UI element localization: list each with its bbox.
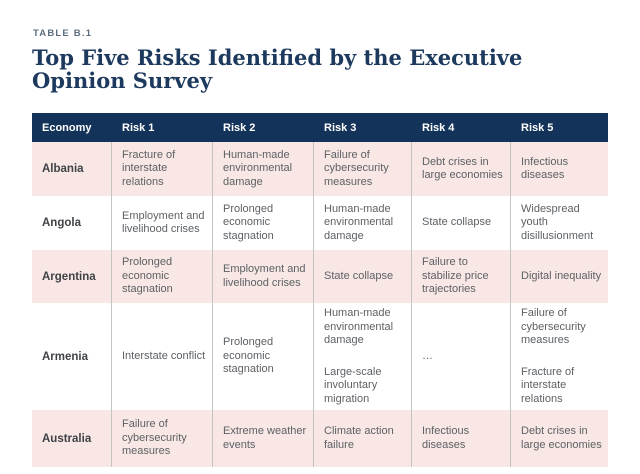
risk-cell: Prolonged economic stagnation bbox=[112, 250, 213, 304]
risk-entry: Debt crises in large economies bbox=[521, 425, 602, 451]
table-body: Albania Fracture of interstate relations H… bbox=[32, 142, 608, 468]
risk-cell: Infectious diseases bbox=[511, 142, 608, 197]
column-header-risk-5: Risk 5 bbox=[521, 121, 554, 134]
risk-entry: Employment and livelihood crises bbox=[223, 263, 306, 289]
table-row: Armenia Interstate conflict Prolonged econ… bbox=[32, 303, 608, 411]
risk-cell: Prolonged economic stagnation bbox=[213, 196, 314, 251]
risk-entry: State collapse bbox=[422, 216, 492, 229]
risk-entry: … bbox=[422, 349, 433, 362]
page-title: Top Five Risks Identified by the Executi… bbox=[32, 45, 523, 94]
risk-entry: Infectious diseases bbox=[521, 155, 569, 182]
risk-entry: Failure to stabilize price trajectories bbox=[422, 256, 489, 296]
risk-cell: Human-made environmental damage bbox=[314, 196, 412, 251]
column-header-economy: Economy bbox=[42, 121, 92, 134]
risk-entry: Prolonged economic stagnation bbox=[122, 256, 173, 296]
risk-entry: Infectious diseases bbox=[422, 425, 470, 451]
column-header-risk-2: Risk 2 bbox=[223, 121, 256, 134]
risk-cell: State collapse bbox=[314, 250, 412, 304]
economy-cell: Angola bbox=[32, 196, 112, 251]
risk-cell: Digital inequality bbox=[511, 250, 608, 304]
risk-entry: Prolonged economic stagnation bbox=[223, 336, 274, 376]
column-header-risk-4: Risk 4 bbox=[422, 121, 455, 134]
risk-entry: Employment and livelihood crises bbox=[122, 209, 205, 236]
column-header-risk-3: Risk 3 bbox=[324, 121, 357, 134]
risk-cell: Extreme weather events bbox=[213, 410, 314, 468]
risk-cell: Debt crises in large economies bbox=[412, 142, 511, 197]
risk-cell: Human-made environmental damage bbox=[213, 142, 314, 197]
risk-cell: Failure of cybersecurity measures bbox=[314, 142, 412, 197]
risk-cell: Climate action failure bbox=[314, 410, 412, 468]
risk-cell: Widespread youth disillusionment bbox=[511, 196, 608, 251]
economy-name: Angola bbox=[42, 217, 81, 230]
economy-cell: Albania bbox=[32, 142, 112, 197]
risk-entry: Climate action failure bbox=[324, 425, 394, 451]
risk-cell: Prolonged economic stagnation bbox=[213, 303, 314, 411]
risk-cell: Human-made environmental damage Large-sca… bbox=[314, 303, 412, 411]
risk-entry: Failure of cybersecurity measures bbox=[521, 307, 586, 347]
risk-cell: … bbox=[412, 303, 511, 411]
economy-cell: Armenia bbox=[32, 303, 112, 411]
table-header-row: Economy Risk 1 Risk 2 Risk 3 Risk 4 Risk 5 bbox=[32, 113, 608, 143]
risk-cell: Infectious diseases bbox=[412, 410, 511, 468]
risk-entry: Interstate conflict bbox=[122, 349, 206, 362]
risk-cell: Employment and livelihood crises bbox=[112, 196, 213, 251]
economy-name: Argentina bbox=[42, 270, 96, 283]
risk-entry: Human-made environmental damage bbox=[324, 307, 394, 347]
risk-entry: Human-made environmental damage bbox=[324, 202, 394, 242]
risk-entry: Digital inequality bbox=[521, 269, 602, 282]
economy-cell: Australia bbox=[32, 410, 112, 468]
risk-cell: Debt crises in large economies bbox=[511, 410, 608, 468]
economy-cell: Argentina bbox=[32, 250, 112, 304]
risks-table: Economy Risk 1 Risk 2 Risk 3 Risk 4 Risk 5 Al… bbox=[32, 113, 608, 468]
risk-entry: Fracture of interstate relations bbox=[521, 365, 575, 405]
risk-entry: Human-made environmental damage bbox=[223, 148, 293, 188]
risk-entry: Failure of cybersecurity measures bbox=[122, 418, 187, 458]
risk-cell: Failure to stabilize price trajectories bbox=[412, 250, 511, 304]
risk-entry: Extreme weather events bbox=[223, 425, 307, 451]
table-row: Argentina Prolonged economic stagnation Em… bbox=[32, 250, 608, 304]
risk-entry: Debt crises in large economies bbox=[422, 155, 503, 182]
economy-name: Australia bbox=[42, 432, 92, 445]
table-label: TABLE B.1 bbox=[33, 28, 93, 39]
risk-entry: Prolonged economic stagnation bbox=[223, 202, 274, 242]
table-row: Angola Employment and livelihood crises Pr… bbox=[32, 196, 608, 251]
risk-entry: Fracture of interstate relations bbox=[122, 148, 176, 188]
risk-entry: Failure of cybersecurity measures bbox=[324, 148, 389, 188]
risk-cell: Employment and livelihood crises bbox=[213, 250, 314, 304]
risk-entry: Large-scale involuntary migration bbox=[324, 365, 382, 405]
risk-cell: Fracture of interstate relations bbox=[112, 142, 213, 197]
risk-cell: Failure of cybersecurity measures bbox=[112, 410, 213, 468]
table-row: Australia Failure of cybersecurity measur… bbox=[32, 410, 608, 468]
economy-name: Albania bbox=[42, 163, 84, 176]
column-header-risk-1: Risk 1 bbox=[122, 121, 155, 134]
risk-cell: State collapse bbox=[412, 196, 511, 251]
risk-entry: Widespread youth disillusionment bbox=[521, 202, 594, 242]
table-row: Albania Fracture of interstate relations H… bbox=[32, 142, 608, 197]
risk-cell: Failure of cybersecurity measures Fractur… bbox=[511, 303, 608, 411]
risk-entry: State collapse bbox=[324, 269, 394, 282]
risk-cell: Interstate conflict bbox=[112, 303, 213, 411]
economy-name: Armenia bbox=[42, 350, 89, 363]
